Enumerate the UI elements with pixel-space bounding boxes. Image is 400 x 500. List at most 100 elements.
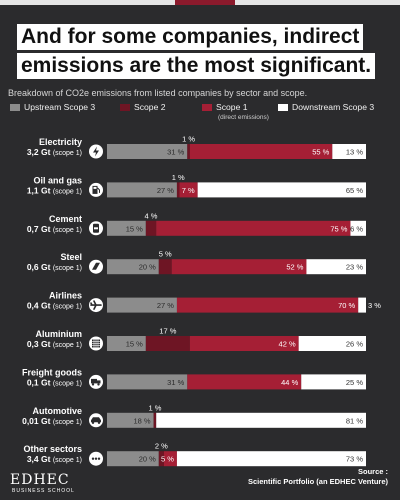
label-electricity-2: 55 % bbox=[312, 148, 329, 157]
label-steel-2: 52 % bbox=[286, 263, 303, 272]
sector-name-airlines: Airlines bbox=[49, 291, 82, 301]
label-freight-goods-3: 25 % bbox=[346, 378, 363, 387]
sector-value-steel: 0,6 Gt (scope 1) bbox=[27, 262, 82, 272]
bar-oil-and-gas-2 bbox=[179, 182, 198, 198]
bar-cement-3 bbox=[350, 220, 366, 236]
label-cement-0: 15 % bbox=[126, 224, 143, 233]
bar-cement-2 bbox=[156, 220, 351, 236]
label-other-sectors-2: 5 % bbox=[161, 455, 174, 464]
bar-aluminium-2 bbox=[189, 336, 299, 351]
bar-steel-0 bbox=[107, 259, 159, 275]
logo-subtext: BUSINESS SCHOOL bbox=[12, 488, 75, 494]
label-other-sectors-3: 73 % bbox=[346, 455, 363, 464]
label-oil-and-gas-3: 65 % bbox=[346, 186, 363, 195]
label-aluminium-3: 26 % bbox=[346, 340, 363, 349]
source-label: Source : bbox=[357, 467, 388, 476]
logo-text: EDHEC bbox=[10, 472, 70, 488]
sector-name-aluminium: Aluminium bbox=[36, 329, 83, 339]
sector-name-automotive: Automotive bbox=[33, 406, 83, 416]
bar-aluminium-1 bbox=[145, 336, 190, 351]
subtitle: Breakdown of CO2e emissions from listed … bbox=[8, 88, 308, 98]
bar-freight-goods-3 bbox=[301, 374, 366, 390]
sector-name-steel: Steel bbox=[60, 252, 82, 262]
legend-swatch-scope1 bbox=[202, 104, 212, 111]
label-airlines-0: 27 % bbox=[157, 301, 174, 310]
label-steel-3: 23 % bbox=[346, 263, 363, 272]
bar-aluminium-3 bbox=[298, 336, 366, 351]
label-other-sectors-0: 20 % bbox=[139, 455, 156, 464]
legend-label-downstream: Downstream Scope 3 bbox=[292, 102, 375, 112]
bar-other-sectors-3 bbox=[176, 451, 366, 467]
bar-automotive-3 bbox=[156, 412, 366, 428]
legend-swatch-downstream bbox=[278, 104, 288, 111]
label-steel-0: 20 % bbox=[139, 263, 156, 272]
label-oil-and-gas-2: 7 % bbox=[182, 186, 195, 195]
gas-pump-icon bbox=[89, 182, 103, 197]
label-electricity-1: 1 % bbox=[182, 135, 195, 144]
sector-value-electricity: 3,2 Gt (scope 1) bbox=[27, 147, 82, 157]
bar-freight-goods-0 bbox=[107, 374, 188, 390]
label-airlines-2: 70 % bbox=[338, 301, 355, 310]
legend-swatch-upstream bbox=[10, 104, 20, 111]
label-steel-1: 5 % bbox=[159, 250, 172, 259]
bar-steel-3 bbox=[306, 259, 366, 275]
top-bar bbox=[0, 0, 400, 5]
label-oil-and-gas-0: 27 % bbox=[157, 186, 174, 195]
label-aluminium-0: 15 % bbox=[126, 340, 143, 349]
sector-value-aluminium: 0,3 Gt (scope 1) bbox=[27, 339, 82, 349]
bar-other-sectors-2 bbox=[163, 451, 177, 467]
aluminium-icon bbox=[89, 336, 103, 351]
bar-airlines-0 bbox=[107, 297, 177, 313]
label-electricity-0: 31 % bbox=[167, 148, 184, 157]
airplane-icon bbox=[89, 298, 103, 313]
label-freight-goods-2: 44 % bbox=[281, 378, 298, 387]
bar-aluminium-0 bbox=[107, 336, 146, 351]
bar-cement-1 bbox=[145, 220, 157, 236]
sector-name-freight-goods: Freight goods bbox=[22, 367, 82, 377]
top-bar-accent bbox=[175, 0, 235, 5]
truck-icon bbox=[89, 374, 103, 389]
edhec-logo: EDHEC BUSINESS SCHOOL bbox=[10, 472, 75, 494]
bar-cement-0 bbox=[107, 220, 146, 236]
bar-freight-goods-2 bbox=[187, 374, 302, 390]
more-icon bbox=[89, 451, 103, 466]
legend-label-upstream: Upstream Scope 3 bbox=[24, 102, 96, 112]
car-icon bbox=[89, 413, 103, 428]
sector-name-electricity: Electricity bbox=[39, 137, 82, 147]
legend-swatch-scope2 bbox=[120, 104, 130, 111]
bar-other-sectors-1 bbox=[158, 451, 164, 467]
label-automotive-3: 81 % bbox=[346, 416, 363, 425]
legend-item-scope2: Scope 2 bbox=[120, 102, 166, 112]
legend: Upstream Scope 3 Scope 2 Scope 1 (direct… bbox=[6, 102, 398, 126]
bar-steel-1 bbox=[158, 259, 172, 275]
sector-value-other-sectors: 3,4 Gt (scope 1) bbox=[27, 454, 82, 464]
label-automotive-1: 1 % bbox=[148, 403, 161, 412]
legend-label-scope1: Scope 1 bbox=[216, 102, 248, 112]
sector-value-cement: 0,7 Gt (scope 1) bbox=[27, 224, 82, 234]
sector-name-oil-and-gas: Oil and gas bbox=[33, 175, 82, 185]
bar-steel-2 bbox=[171, 259, 307, 275]
title-line-1: And for some companies, indirect bbox=[17, 24, 364, 50]
sector-value-freight-goods: 0,1 Gt (scope 1) bbox=[27, 377, 82, 387]
bar-oil-and-gas-3 bbox=[197, 182, 366, 198]
label-electricity-3: 13 % bbox=[346, 148, 363, 157]
title-line-2: emissions are the most significant. bbox=[17, 53, 376, 79]
legend-label-scope2: Scope 2 bbox=[134, 102, 166, 112]
label-cement-1: 4 % bbox=[145, 211, 158, 220]
legend-item-downstream: Downstream Scope 3 bbox=[278, 102, 374, 112]
bar-oil-and-gas-1 bbox=[176, 182, 180, 198]
label-aluminium-2: 42 % bbox=[279, 340, 296, 349]
bar-airlines-3 bbox=[358, 297, 366, 313]
bar-electricity-0 bbox=[107, 144, 188, 159]
sector-name-cement: Cement bbox=[49, 214, 82, 224]
label-aluminium-1: 17 % bbox=[159, 327, 176, 336]
bar-electricity-3 bbox=[332, 144, 366, 159]
legend-item-upstream: Upstream Scope 3 bbox=[10, 102, 95, 112]
label-automotive-0: 18 % bbox=[134, 416, 151, 425]
sector-value-automotive: 0,01 Gt (scope 1) bbox=[22, 416, 82, 426]
label-cement-3: 6 % bbox=[350, 224, 363, 233]
legend-item-scope1: Scope 1 bbox=[202, 102, 248, 112]
bar-airlines-2 bbox=[176, 297, 359, 313]
bar-electricity-2 bbox=[189, 144, 333, 159]
